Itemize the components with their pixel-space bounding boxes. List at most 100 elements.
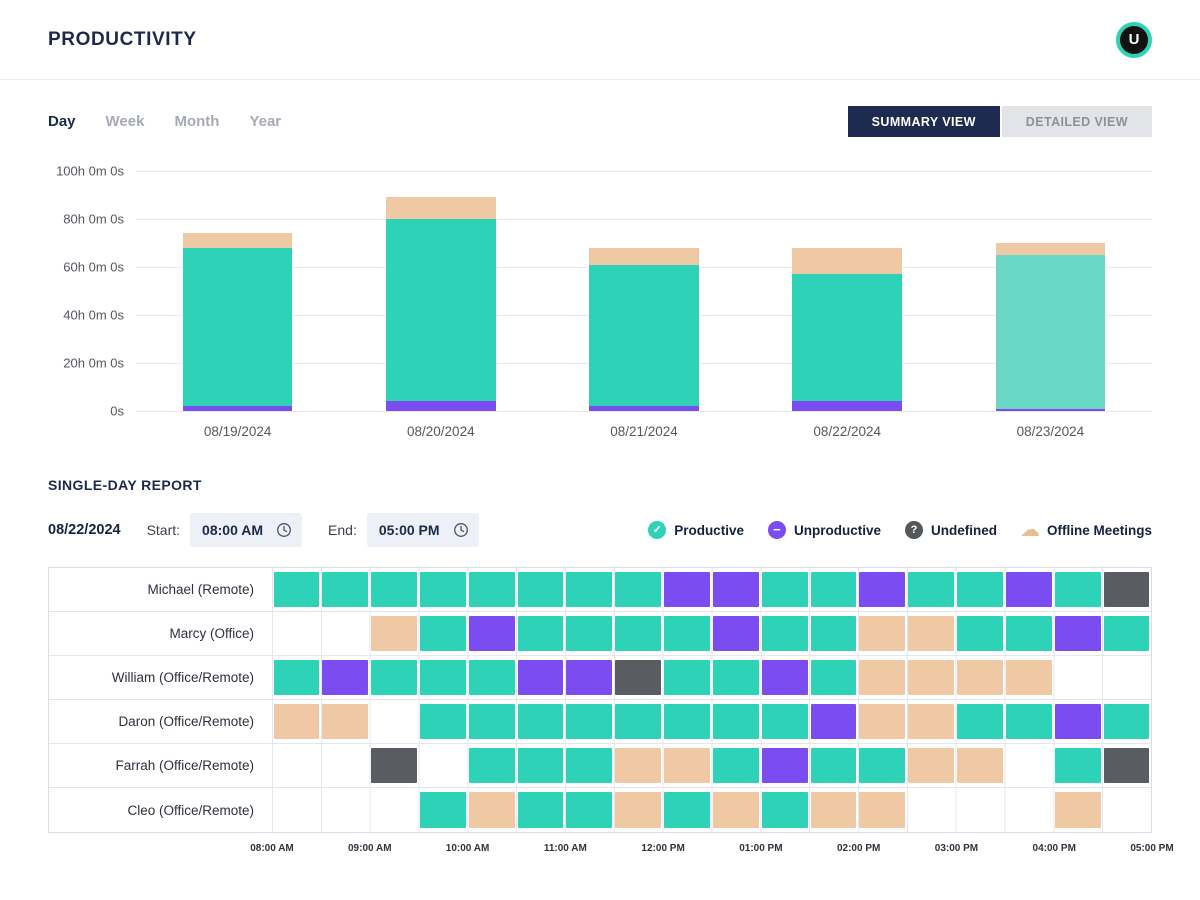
start-time-input[interactable]: 08:00 AM bbox=[190, 513, 303, 547]
timeline-cell-offline-meeting[interactable] bbox=[1054, 792, 1101, 828]
timeline-cell-productive[interactable] bbox=[615, 616, 662, 651]
timeline-cell-productive[interactable] bbox=[1054, 748, 1101, 783]
timeline-cell-offline-meeting[interactable] bbox=[810, 792, 857, 828]
timeline-cell-offline-meeting[interactable] bbox=[908, 660, 955, 695]
timeline-cell-unproductive[interactable] bbox=[712, 572, 759, 607]
timeline-cell-productive[interactable] bbox=[810, 616, 857, 651]
timeline-cell-productive[interactable] bbox=[322, 572, 369, 607]
timeline-cell-productive[interactable] bbox=[957, 616, 1003, 651]
timeline-cell-unproductive[interactable] bbox=[1054, 616, 1101, 651]
timeline-cell-offline-meeting[interactable] bbox=[664, 748, 710, 783]
timeline-cell-productive[interactable] bbox=[517, 792, 564, 828]
timeline-cell-offline-meeting[interactable] bbox=[859, 792, 906, 828]
timeline-cell-productive[interactable] bbox=[712, 660, 759, 695]
timeline-cell-unproductive[interactable] bbox=[761, 748, 808, 783]
tab-week[interactable]: Week bbox=[105, 113, 145, 130]
timeline-cell-productive[interactable] bbox=[566, 704, 613, 739]
view-button-summary-view[interactable]: SUMMARY VIEW bbox=[847, 106, 1000, 137]
timeline-cell-productive[interactable] bbox=[566, 792, 613, 828]
timeline-cell-unproductive[interactable] bbox=[517, 660, 564, 695]
end-time-input[interactable]: 05:00 PM bbox=[366, 513, 479, 547]
timeline-cell-unproductive[interactable] bbox=[566, 660, 613, 695]
timeline-cell-offline-meeting[interactable] bbox=[957, 748, 1003, 783]
timeline-cell-productive[interactable] bbox=[615, 572, 662, 607]
timeline-cell-offline-meeting[interactable] bbox=[908, 704, 955, 739]
timeline-cell-productive[interactable] bbox=[1005, 616, 1052, 651]
timeline-cell-productive[interactable] bbox=[517, 572, 564, 607]
timeline-cell-productive[interactable] bbox=[908, 572, 955, 607]
timeline-cell-productive[interactable] bbox=[761, 572, 808, 607]
timeline-cell-productive[interactable] bbox=[810, 660, 857, 695]
timeline-cell-productive[interactable] bbox=[468, 748, 515, 783]
user-avatar[interactable]: U bbox=[1116, 21, 1152, 58]
timeline-cell-productive[interactable] bbox=[859, 748, 906, 783]
timeline-cell-productive[interactable] bbox=[761, 616, 808, 651]
timeline-cell-productive[interactable] bbox=[761, 704, 808, 739]
bar-group[interactable] bbox=[339, 171, 542, 411]
timeline-cell-productive[interactable] bbox=[468, 704, 515, 739]
timeline-cell-offline-meeting[interactable] bbox=[859, 616, 906, 651]
timeline-cell-offline-meeting[interactable] bbox=[1005, 660, 1052, 695]
timeline-cell-productive[interactable] bbox=[1103, 616, 1150, 651]
tab-year[interactable]: Year bbox=[249, 113, 282, 130]
timeline-cell-productive[interactable] bbox=[419, 616, 466, 651]
bar-group[interactable] bbox=[136, 171, 339, 411]
timeline-cell-productive[interactable] bbox=[371, 572, 417, 607]
timeline-cell-undefined[interactable] bbox=[1103, 572, 1150, 607]
timeline-cell-productive[interactable] bbox=[517, 748, 564, 783]
timeline-cell-productive[interactable] bbox=[1103, 704, 1150, 739]
timeline-cell-offline-meeting[interactable] bbox=[908, 616, 955, 651]
timeline-cell-productive[interactable] bbox=[810, 748, 857, 783]
timeline-cell-offline-meeting[interactable] bbox=[615, 792, 662, 828]
timeline-cell-productive[interactable] bbox=[566, 572, 613, 607]
timeline-cell-unproductive[interactable] bbox=[664, 572, 710, 607]
tab-month[interactable]: Month bbox=[174, 113, 220, 130]
timeline-cell-productive[interactable] bbox=[273, 572, 320, 607]
timeline-cell-productive[interactable] bbox=[371, 660, 417, 695]
timeline-cell-productive[interactable] bbox=[517, 704, 564, 739]
timeline-cell-unproductive[interactable] bbox=[712, 616, 759, 651]
timeline-cell-offline-meeting[interactable] bbox=[273, 704, 320, 739]
timeline-cell-offline-meeting[interactable] bbox=[371, 616, 417, 651]
timeline-cell-productive[interactable] bbox=[761, 792, 808, 828]
timeline-cell-productive[interactable] bbox=[273, 660, 320, 695]
timeline-cell-productive[interactable] bbox=[468, 572, 515, 607]
timeline-cell-unproductive[interactable] bbox=[761, 660, 808, 695]
timeline-cell-productive[interactable] bbox=[468, 660, 515, 695]
timeline-cell-unproductive[interactable] bbox=[468, 616, 515, 651]
timeline-cell-productive[interactable] bbox=[566, 616, 613, 651]
timeline-cell-undefined[interactable] bbox=[371, 748, 417, 783]
bar-group[interactable] bbox=[949, 171, 1152, 411]
timeline-cell-productive[interactable] bbox=[957, 704, 1003, 739]
timeline-cell-offline-meeting[interactable] bbox=[908, 748, 955, 783]
timeline-cell-productive[interactable] bbox=[615, 704, 662, 739]
timeline-cell-productive[interactable] bbox=[664, 704, 710, 739]
timeline-cell-offline-meeting[interactable] bbox=[859, 704, 906, 739]
timeline-cell-productive[interactable] bbox=[419, 572, 466, 607]
timeline-cell-offline-meeting[interactable] bbox=[712, 792, 759, 828]
timeline-cell-productive[interactable] bbox=[1054, 572, 1101, 607]
timeline-cell-productive[interactable] bbox=[517, 616, 564, 651]
timeline-cell-unproductive[interactable] bbox=[810, 704, 857, 739]
timeline-cell-productive[interactable] bbox=[664, 792, 710, 828]
timeline-cell-unproductive[interactable] bbox=[859, 572, 906, 607]
timeline-cell-productive[interactable] bbox=[712, 704, 759, 739]
timeline-cell-unproductive[interactable] bbox=[1005, 572, 1052, 607]
timeline-cell-productive[interactable] bbox=[664, 660, 710, 695]
view-button-detailed-view[interactable]: DETAILED VIEW bbox=[1001, 106, 1152, 137]
timeline-cell-productive[interactable] bbox=[419, 660, 466, 695]
timeline-cell-productive[interactable] bbox=[566, 748, 613, 783]
timeline-cell-productive[interactable] bbox=[1005, 704, 1052, 739]
timeline-cell-offline-meeting[interactable] bbox=[859, 660, 906, 695]
timeline-cell-offline-meeting[interactable] bbox=[468, 792, 515, 828]
timeline-cell-productive[interactable] bbox=[664, 616, 710, 651]
timeline-cell-undefined[interactable] bbox=[615, 660, 662, 695]
timeline-cell-undefined[interactable] bbox=[1103, 748, 1150, 783]
timeline-cell-productive[interactable] bbox=[810, 572, 857, 607]
timeline-cell-offline-meeting[interactable] bbox=[957, 660, 1003, 695]
timeline-cell-productive[interactable] bbox=[419, 792, 466, 828]
timeline-cell-productive[interactable] bbox=[712, 748, 759, 783]
timeline-cell-unproductive[interactable] bbox=[1054, 704, 1101, 739]
bar-group[interactable] bbox=[746, 171, 949, 411]
timeline-cell-offline-meeting[interactable] bbox=[615, 748, 662, 783]
